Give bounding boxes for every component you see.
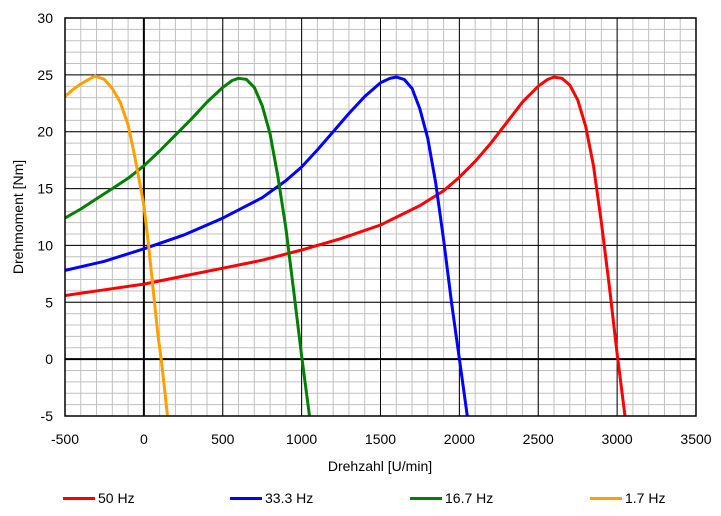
legend-item-16hz: 16.7 Hz bbox=[410, 488, 493, 508]
series-line bbox=[65, 75, 469, 416]
x-tick-label: 2500 bbox=[523, 431, 554, 447]
legend-item-1hz: 1.7 Hz bbox=[590, 488, 665, 508]
legend-label: 1.7 Hz bbox=[625, 490, 666, 506]
series-line bbox=[65, 74, 169, 416]
x-tick-label: 3000 bbox=[602, 431, 633, 447]
y-axis-tick-labels: -5 0 5 10 15 20 25 30 bbox=[37, 10, 53, 424]
series-line bbox=[65, 76, 311, 416]
chart-legend: 50 Hz 33.3 Hz 16.7 Hz 1.7 Hz bbox=[0, 488, 721, 508]
y-tick-label: 15 bbox=[37, 181, 53, 197]
x-tick-label: 1500 bbox=[365, 431, 396, 447]
x-tick-label: 1000 bbox=[286, 431, 317, 447]
x-tick-label: 500 bbox=[211, 431, 235, 447]
y-tick-label: 20 bbox=[37, 124, 53, 140]
legend-swatch-16hz bbox=[410, 496, 442, 500]
x-axis-label: Drehzahl [U/min] bbox=[328, 458, 432, 474]
x-tick-label: 2000 bbox=[444, 431, 475, 447]
x-tick-label: 0 bbox=[140, 431, 148, 447]
y-tick-label: 30 bbox=[37, 10, 53, 26]
y-tick-label: 0 bbox=[45, 351, 53, 367]
y-tick-label: 5 bbox=[45, 294, 53, 310]
y-tick-label: -5 bbox=[41, 408, 54, 424]
legend-swatch-1hz bbox=[590, 496, 622, 500]
plot-area-frame bbox=[64, 17, 697, 417]
legend-label: 33.3 Hz bbox=[265, 490, 314, 506]
x-tick-label: -500 bbox=[51, 431, 79, 447]
legend-label: 16.7 Hz bbox=[445, 490, 494, 506]
x-axis-tick-labels: -500 0 500 1000 1500 2000 2500 3000 3500 bbox=[51, 431, 712, 447]
legend-swatch-50hz bbox=[63, 496, 95, 500]
legend-item-50hz: 50 Hz bbox=[63, 488, 135, 508]
y-axis-label: Drehmoment [Nm] bbox=[10, 160, 26, 274]
y-tick-label: 25 bbox=[37, 67, 53, 83]
series-line bbox=[65, 75, 627, 416]
series-lines bbox=[65, 74, 627, 416]
legend-swatch-33hz bbox=[230, 496, 262, 500]
x-tick-label: 3500 bbox=[680, 431, 711, 447]
y-tick-label: 10 bbox=[37, 237, 53, 253]
legend-item-33hz: 33.3 Hz bbox=[230, 488, 313, 508]
legend-label: 50 Hz bbox=[98, 490, 135, 506]
